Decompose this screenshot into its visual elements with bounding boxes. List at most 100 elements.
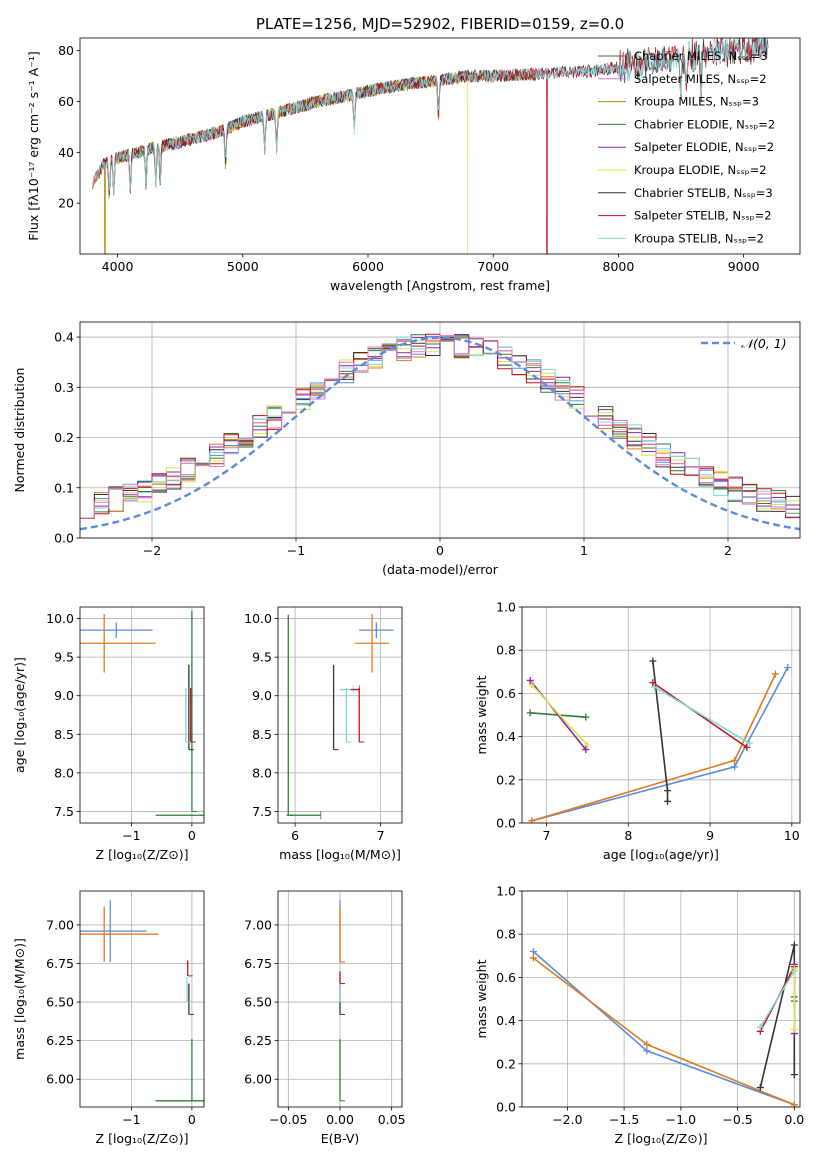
- mass_vs_Z-frame: [79, 890, 205, 1108]
- mass_vs_EBV-ytick-label: 6.75: [244, 956, 272, 971]
- weight-point: [528, 681, 536, 689]
- residuals-ytick-label: 0.0: [54, 531, 74, 546]
- weight_vs_age-ytick-label: 0.0: [496, 816, 516, 831]
- weight-point: [583, 741, 591, 749]
- spectrum-ytick-label: 20: [58, 196, 74, 211]
- legend-label: Kroupa MILES, Nₛₛₚ=3: [634, 95, 759, 109]
- weight_vs_Z-ytick-label: 0.2: [496, 1056, 516, 1071]
- mass_vs_Z-ytick-label: 6.75: [46, 956, 74, 971]
- age_vs_Z-ytick-label: 7.5: [54, 804, 74, 819]
- weight-point: [650, 683, 658, 691]
- spectrum-xtick-label: 5000: [227, 259, 259, 274]
- spectrum-legend: Chabrier MILES, Nₛₛₚ=3 Salpeter MILES, Nₛ…: [598, 49, 775, 245]
- legend-label: Kroupa STELIB, Nₛₛₚ=2: [634, 231, 764, 245]
- mass_vs_EBV-ytick-label: 7.00: [244, 917, 272, 932]
- age_vs_mass-xlabel: mass [log₁₀(M/M⊙)]: [279, 847, 401, 862]
- mass_vs_EBV-xtick-label: −0.05: [269, 1112, 307, 1127]
- spectrum-ytick-label: 60: [58, 94, 74, 109]
- age_vs_mass-grid: [278, 607, 402, 823]
- residuals-frame: [79, 321, 801, 539]
- age_vs_Z-ytick-label: 8.0: [54, 765, 74, 780]
- weight_vs_age-xtick-label: 7: [543, 828, 551, 843]
- age_vs_mass-ytick-label: 8.0: [252, 765, 272, 780]
- age_vs_Z-ytick-label: 9.5: [54, 650, 74, 665]
- weight-point: [664, 797, 672, 805]
- age_vs_mass-ytick-label: 8.5: [252, 727, 272, 742]
- weight_vs_Z-frame: [521, 890, 801, 1108]
- residuals-xtick-label: 1: [580, 543, 588, 558]
- weight_vs_Z-plot-area: [529, 941, 798, 1107]
- residuals-xtick-label: −1: [287, 543, 305, 558]
- weight_vs_age-ytick-label: 1.0: [496, 600, 516, 615]
- mass_vs_EBV-panel: −0.05 0.00 0.05 6.00 6.25 6.50 6.75 7.00 E(B-V): [244, 890, 406, 1146]
- weight-point: [756, 1084, 764, 1092]
- weight_vs_Z-xtick-label: 0.0: [784, 1112, 804, 1127]
- weight-point: [582, 746, 590, 754]
- age_vs_Z-panel: −1 0 7.5 8.0 8.5 9.0 9.5 10.0 Z [log₁₀(Z/Z⊙)] age…: [12, 606, 205, 862]
- figure-title: PLATE=1256, MJD=52902, FIBERID=0159, z=0…: [256, 15, 624, 33]
- mass_vs_EBV-frame: [277, 890, 403, 1108]
- age_vs_Z-xlabel: Z [log₁₀(Z/Z⊙)]: [96, 847, 189, 862]
- weight_vs_age-frame: [521, 606, 801, 824]
- residuals-ytick-label: 0.1: [54, 480, 74, 495]
- weight-point: [790, 941, 798, 949]
- weight-point: [731, 756, 739, 764]
- normal-curve: [80, 336, 800, 531]
- weight-point: [790, 1071, 798, 1079]
- weight-point: [526, 676, 534, 684]
- age_vs_Z-xtick-label: 0: [188, 828, 196, 843]
- age_vs_mass-ytick-label: 9.5: [252, 650, 272, 665]
- weight-point: [643, 1040, 651, 1048]
- spectrum-line-chabrier-stelib: [98, 38, 769, 196]
- mass_vs_Z-ytick-label: 6.50: [46, 995, 74, 1010]
- residuals-plot-area: [80, 333, 800, 531]
- residuals-panel: −2 −1 0 1 2 0.0 0.1 0.2 0.3 0.4 (data-model)/error…: [12, 321, 801, 577]
- weight-line: [529, 679, 587, 751]
- weight_vs_Z-grid: [522, 890, 800, 1108]
- weight-point: [582, 713, 590, 721]
- weight-point: [643, 1047, 651, 1055]
- weight_vs_age-ytick-label: 0.8: [496, 643, 516, 658]
- weight_vs_age-xtick-label: 8: [624, 828, 632, 843]
- weight_vs_Z-panel: −2.0 −1.5 −1.0 −0.5 0.0 0.0 0.2 0.4 0.6 0.8 1.0 Z […: [474, 884, 804, 1147]
- weight_vs_Z-ytick-label: 1.0: [496, 884, 516, 899]
- age_vs_mass-xtick-label: 6: [291, 828, 299, 843]
- weight_vs_Z-xlabel: Z [log₁₀(Z/Z⊙)]: [615, 1131, 708, 1146]
- spectrum-line-chabrier-elodie: [117, 69, 468, 186]
- residuals-ytick-label: 0.3: [54, 380, 74, 395]
- mass_vs_Z-ytick-label: 7.00: [46, 917, 74, 932]
- weight-point: [528, 817, 536, 823]
- weight-point: [745, 739, 753, 747]
- spectrum-xtick-label: 8000: [603, 259, 635, 274]
- weight-point: [790, 965, 798, 973]
- age_vs_Z-frame: [79, 606, 205, 824]
- age_vs_mass-ytick-label: 9.0: [252, 688, 272, 703]
- spectrum-line-salpeter-elodie: [117, 70, 469, 189]
- mass_vs_Z-ytick-label: 6.00: [46, 1072, 74, 1087]
- weight-line: [759, 944, 796, 1088]
- weight_vs_Z-ytick-label: 0.8: [496, 927, 516, 942]
- mass_vs_Z-xtick-label: 0: [188, 1112, 196, 1127]
- weight_vs_Z-xtick-label: −0.5: [722, 1112, 752, 1127]
- weight-point: [731, 763, 739, 771]
- spectrum-ylabel: Flux [fλ10⁻¹⁷ erg cm⁻² s⁻¹ A⁻¹]: [26, 51, 41, 240]
- age_vs_Z-plot-area: [80, 610, 204, 820]
- weight-point: [649, 657, 657, 665]
- mass_vs_EBV-ytick-label: 6.50: [244, 995, 272, 1010]
- mass_vs_EBV-ticks: −0.05 0.00 0.05 6.00 6.25 6.50 6.75 7.00: [244, 917, 405, 1127]
- weight_vs_Z-ytick-label: 0.4: [496, 1013, 516, 1028]
- mass_vs_Z-ytick-label: 6.25: [46, 1033, 74, 1048]
- weight_vs_age-ticks: 7 8 9 10 0.0 0.2 0.4 0.6 0.8 1.0: [496, 600, 800, 844]
- age_vs_Z-ylabel: age [log₁₀(age/yr)]: [12, 657, 27, 773]
- weight-line: [652, 681, 748, 749]
- age_vs_Z-ytick-label: 10.0: [46, 611, 74, 626]
- age_vs_Z-ytick-label: 8.5: [54, 727, 74, 742]
- age_vs_mass-ytick-label: 7.5: [252, 804, 272, 819]
- mass_vs_Z-ylabel: mass [log₁₀(M/M⊙)]: [12, 938, 27, 1060]
- residuals-xtick-label: 2: [724, 543, 732, 558]
- weight-line: [532, 957, 795, 1106]
- mass_vs_Z-plot-area: [80, 900, 204, 1105]
- weight_vs_age-xtick-label: 9: [706, 828, 714, 843]
- weight_vs_age-ytick-label: 0.4: [496, 729, 516, 744]
